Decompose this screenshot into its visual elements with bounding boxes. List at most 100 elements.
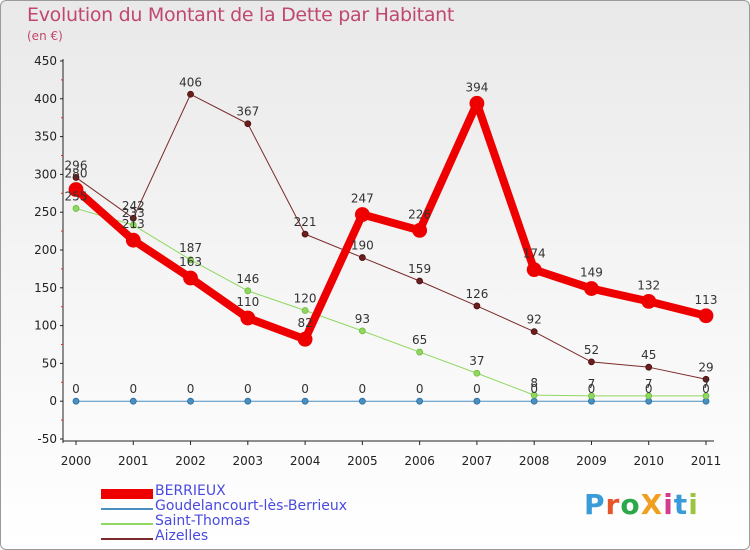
data-point-aizelles	[358, 254, 366, 261]
proxiti-logo: ProXiti	[584, 488, 699, 521]
data-point-berrieux	[240, 310, 256, 326]
data-label-aizelles: 29	[698, 360, 713, 374]
data-label-saint-thomas: 255	[65, 189, 88, 203]
x-tick-label: 2003	[233, 454, 264, 468]
chart-title: Evolution du Montant de la Dette par Hab…	[27, 4, 455, 26]
x-tick-label: 2007	[462, 454, 493, 468]
data-label-saint-thomas: 8	[530, 376, 538, 390]
x-tick-label: 2009	[576, 454, 607, 468]
y-tick-label: 0	[49, 394, 57, 408]
data-point-berrieux	[125, 232, 141, 248]
y-tick-label: 50	[42, 356, 57, 370]
data-point-goudelancourt-l-s-berrieux	[72, 397, 80, 405]
series-lines	[72, 93, 710, 402]
data-point-aizelles	[416, 277, 424, 285]
data-label-saint-thomas: 120	[294, 291, 317, 305]
data-label-aizelles: 242	[122, 199, 145, 213]
data-label-saint-thomas: 187	[179, 241, 202, 255]
legend-label: Goudelancourt-lès-Berrieux	[155, 498, 348, 514]
data-point-berrieux	[469, 95, 485, 111]
legend-swatch	[101, 489, 153, 499]
data-label-goudelancourt-l-s-berrieux: 0	[244, 382, 252, 396]
data-point-berrieux	[641, 294, 657, 309]
data-label-aizelles: 367	[236, 105, 259, 119]
data-point-aizelles	[187, 90, 194, 98]
legend-label: Aizelles	[155, 528, 209, 544]
y-tick-label: 450	[34, 54, 57, 68]
series-line-berrieux	[72, 99, 710, 344]
y-tick-label: 350	[34, 130, 57, 144]
data-point-aizelles	[588, 358, 595, 366]
data-label-goudelancourt-l-s-berrieux: 0	[473, 382, 481, 396]
data-point-berrieux	[68, 182, 84, 197]
data-point-goudelancourt-l-s-berrieux	[530, 397, 538, 405]
data-point-berrieux	[584, 281, 599, 296]
data-point-aizelles	[72, 174, 80, 181]
data-label-saint-thomas: 233	[122, 206, 145, 220]
data-label-berrieux: 132	[637, 278, 660, 292]
data-point-goudelancourt-l-s-berrieux	[358, 397, 366, 405]
data-label-goudelancourt-l-s-berrieux: 0	[416, 382, 424, 396]
data-label-goudelancourt-l-s-berrieux: 0	[530, 382, 538, 396]
data-point-saint-thomas	[301, 307, 309, 314]
data-label-berrieux: 226	[408, 207, 431, 221]
data-label-goudelancourt-l-s-berrieux: 0	[129, 382, 137, 396]
data-point-berrieux	[183, 270, 198, 286]
data-label-berrieux: 280	[65, 167, 88, 181]
y-tick-label: 250	[34, 205, 57, 219]
x-tick-label: 2006	[404, 454, 435, 468]
data-labels: 280 213 163 110 82 247 226 394 174 149 132 113 0 0 0 0 0…	[65, 75, 718, 396]
data-point-aizelles	[530, 328, 538, 336]
data-point-aizelles	[244, 120, 252, 128]
data-point-aizelles	[645, 363, 653, 371]
legend-swatch	[101, 508, 153, 510]
data-label-berrieux: 82	[297, 316, 312, 330]
data-point-saint-thomas	[72, 205, 80, 212]
data-label-aizelles: 52	[584, 343, 599, 357]
data-point-goudelancourt-l-s-berrieux	[187, 397, 194, 405]
data-label-berrieux: 110	[236, 295, 259, 309]
data-label-berrieux: 394	[465, 80, 488, 94]
data-label-saint-thomas: 146	[236, 272, 259, 286]
series-line-saint-thomas	[75, 207, 707, 397]
data-point-saint-thomas	[588, 392, 595, 400]
y-tick-label: 200	[34, 243, 57, 257]
x-tick-label: 2001	[118, 454, 149, 468]
x-tick-label: 2005	[347, 454, 378, 468]
data-label-berrieux: 163	[179, 255, 202, 269]
data-point-saint-thomas	[473, 369, 481, 377]
x-tick-label: 2004	[290, 454, 321, 468]
data-point-berrieux	[698, 308, 714, 324]
data-point-saint-thomas	[187, 256, 194, 264]
data-label-berrieux: 213	[122, 217, 145, 231]
y-tick-label: -50	[37, 432, 57, 446]
data-point-saint-thomas	[645, 392, 653, 400]
data-point-saint-thomas	[358, 327, 366, 335]
data-point-berrieux	[526, 262, 542, 278]
data-point-saint-thomas	[702, 392, 710, 400]
data-point-goudelancourt-l-s-berrieux	[416, 397, 424, 405]
data-label-berrieux: 174	[523, 247, 546, 261]
data-label-berrieux: 149	[580, 266, 603, 280]
data-label-goudelancourt-l-s-berrieux: 0	[645, 382, 653, 396]
data-point-saint-thomas	[530, 391, 538, 399]
data-label-goudelancourt-l-s-berrieux: 0	[588, 382, 596, 396]
data-label-berrieux: 113	[695, 293, 718, 307]
y-tick-label: 100	[34, 319, 57, 333]
data-point-goudelancourt-l-s-berrieux	[473, 397, 481, 405]
x-tick-label: 2002	[175, 454, 206, 468]
data-label-saint-thomas: 65	[412, 333, 427, 347]
data-label-aizelles: 296	[65, 158, 88, 172]
data-label-saint-thomas: 7	[702, 377, 710, 391]
data-label-aizelles: 159	[408, 262, 431, 276]
data-point-berrieux	[297, 331, 313, 347]
data-point-berrieux	[354, 207, 370, 222]
data-point-aizelles	[702, 375, 710, 383]
data-label-saint-thomas: 93	[355, 312, 370, 326]
x-tick-label: 2010	[633, 454, 664, 468]
x-tick-label: 2011	[691, 454, 722, 468]
data-label-aizelles: 406	[179, 75, 202, 89]
